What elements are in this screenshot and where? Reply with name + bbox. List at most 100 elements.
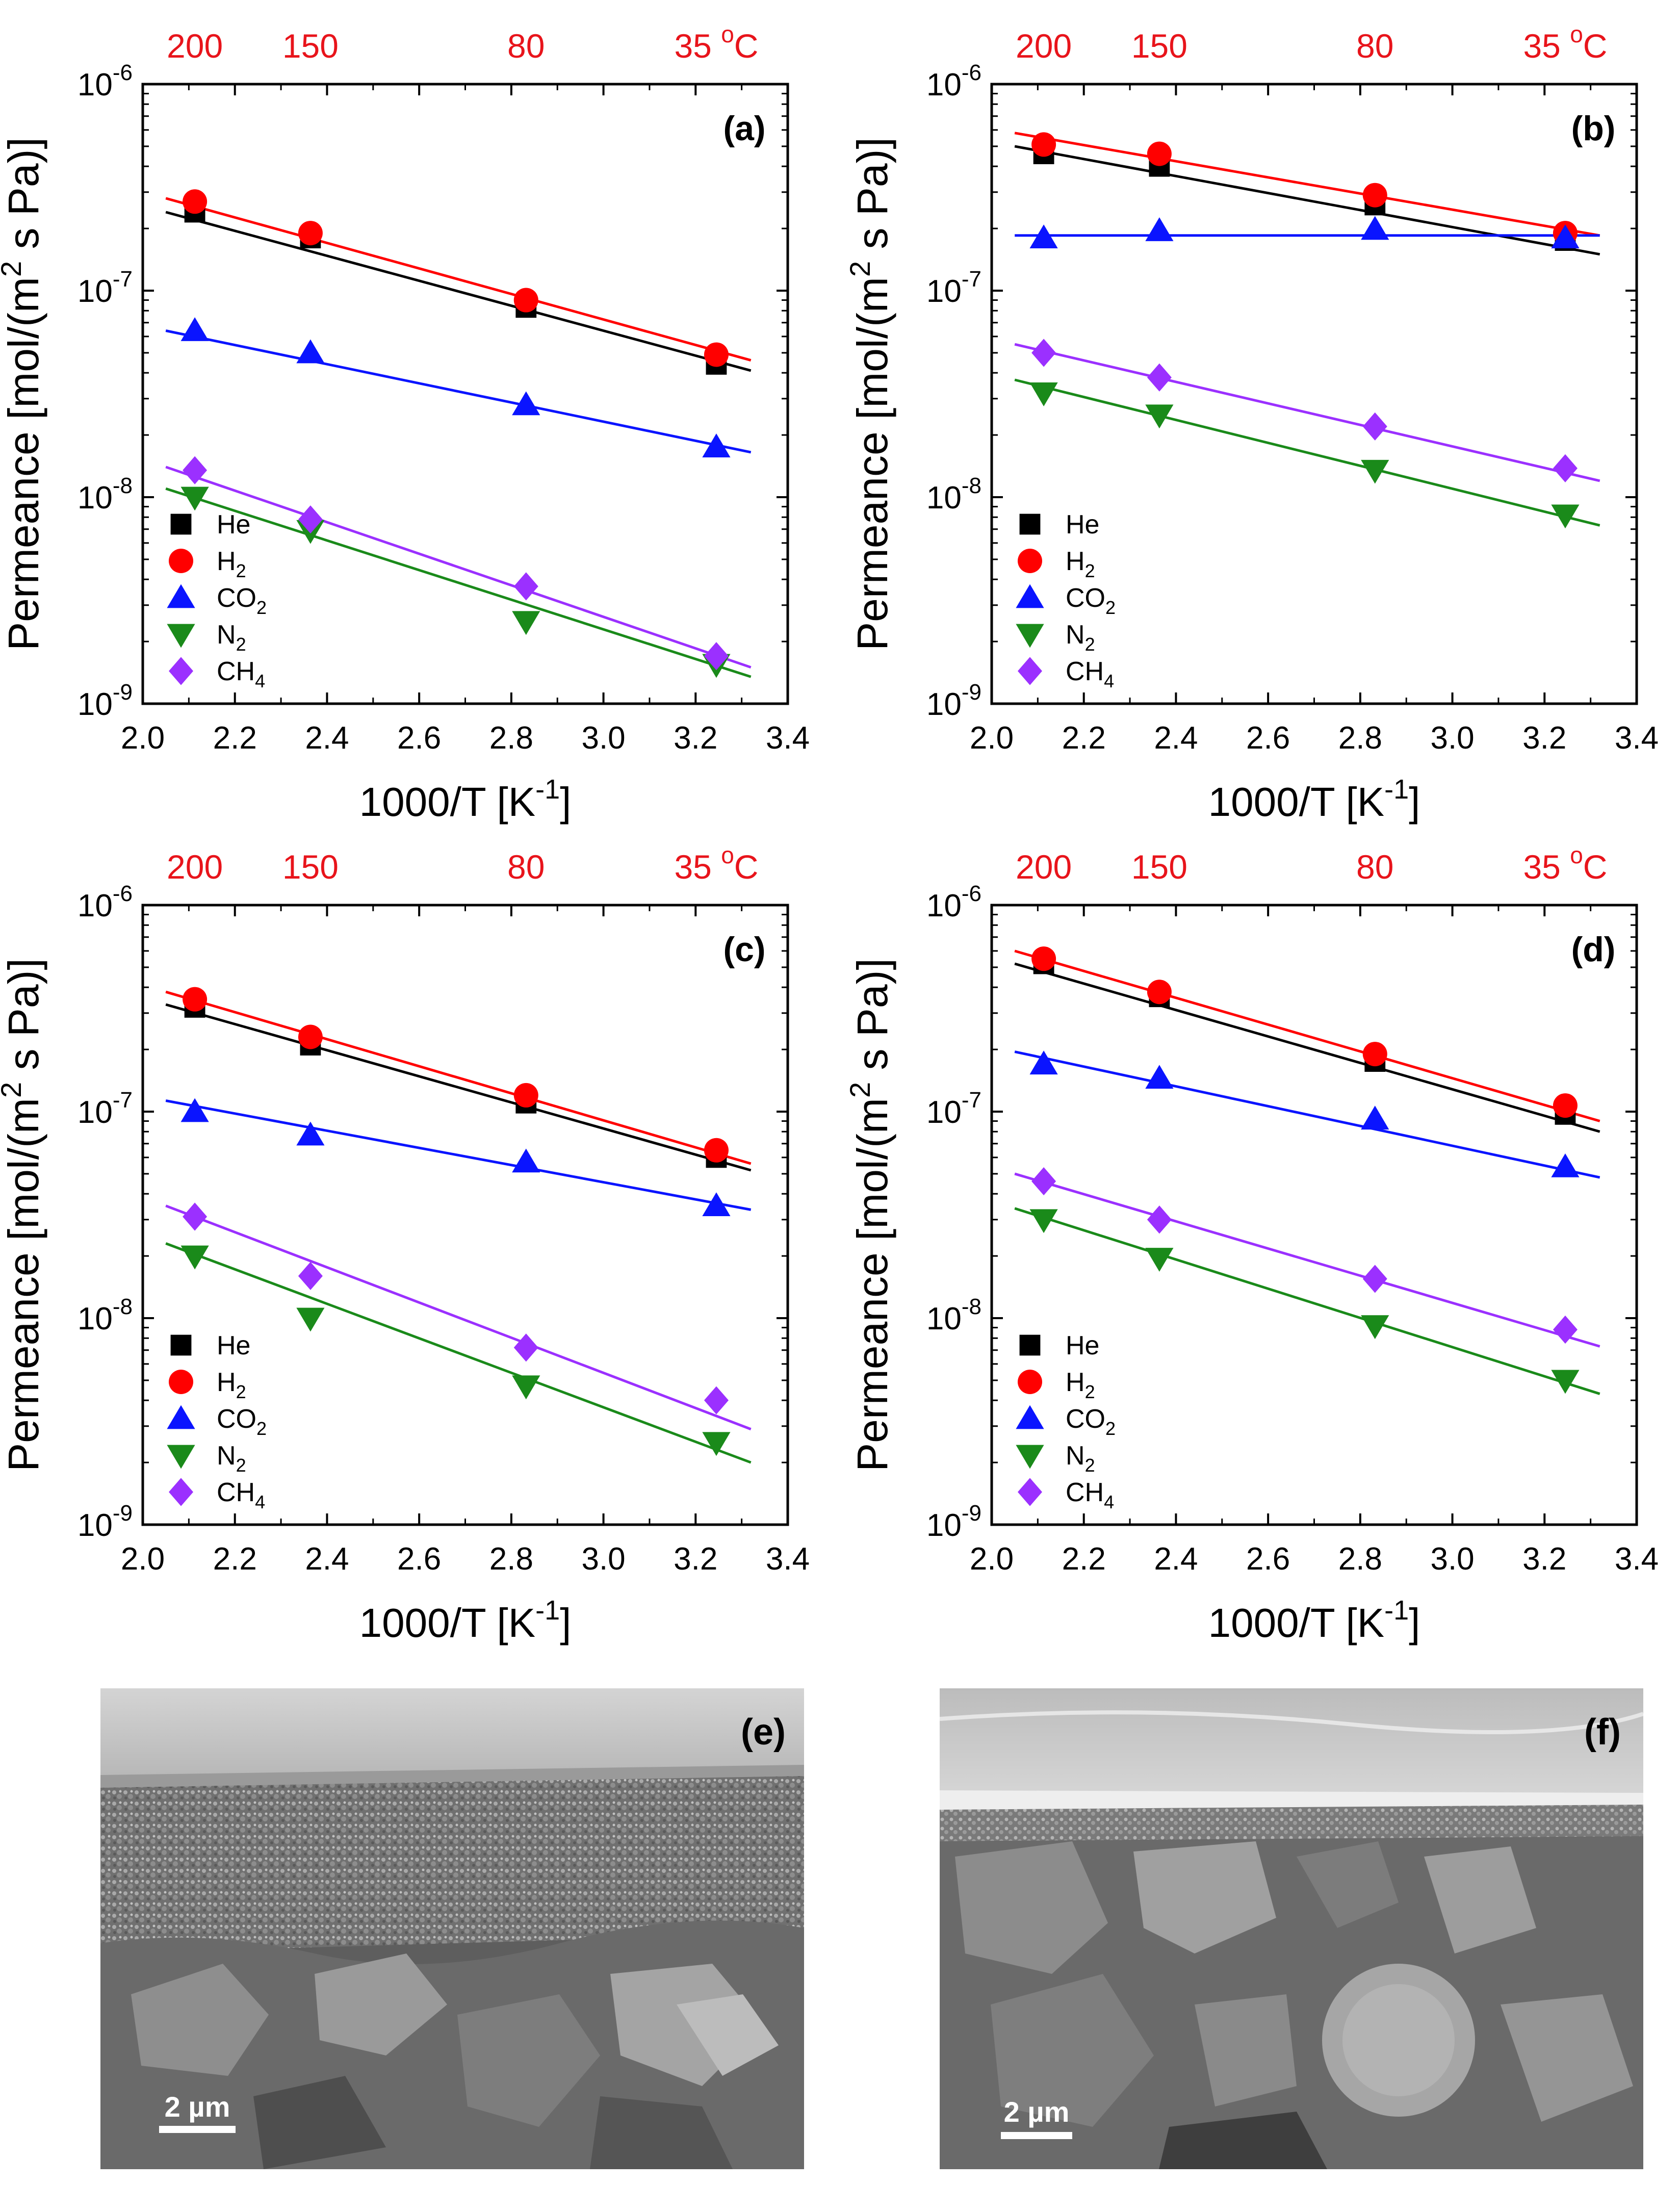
x-tick-label: 3.4: [1615, 1541, 1659, 1577]
data-point-h2: [183, 189, 208, 214]
data-point-co2: [1551, 1153, 1580, 1177]
x-tick-label: 2.8: [489, 1541, 533, 1577]
y-tick-label: 10-8: [926, 473, 981, 516]
data-point-co2: [1145, 1065, 1174, 1089]
top-axis-label: 35 oC: [674, 842, 758, 886]
legend-marker-he: [170, 513, 192, 535]
data-point-n2: [1361, 1315, 1389, 1340]
data-point-h2: [1147, 980, 1172, 1005]
data-point-h2: [1362, 1042, 1387, 1067]
data-point-h2: [298, 1024, 323, 1049]
x-tick-label: 2.0: [121, 721, 165, 756]
legend-label-ch4: CH4: [217, 657, 265, 691]
y-tick-label: 10-7: [926, 267, 981, 309]
data-point-ch4: [298, 505, 323, 534]
top-axis-label: 150: [1131, 27, 1187, 65]
legend-marker-n2: [1016, 624, 1044, 648]
top-axis-label: 80: [507, 27, 545, 65]
legend-label-h2: H2: [1066, 547, 1095, 581]
x-tick-label: 2.6: [1246, 721, 1290, 756]
fit-line-ch4: [1014, 1172, 1600, 1348]
data-point-ch4: [513, 1333, 538, 1362]
data-point-h2: [1362, 183, 1387, 208]
data-point-ch4: [1147, 363, 1172, 392]
x-tick-label: 2.0: [970, 1541, 1014, 1577]
legend-marker-n2: [1016, 1445, 1044, 1469]
y-axis-title: Permeance [mol/(m2 s Pa)]: [844, 958, 896, 1472]
data-point-co2: [1029, 224, 1058, 249]
legend-marker-co2: [167, 584, 195, 608]
panel-label-f: (f): [1584, 1712, 1621, 1753]
y-tick-label: 10-7: [926, 1088, 981, 1130]
legend-marker-h2: [169, 1370, 193, 1394]
x-tick-label: 2.2: [213, 721, 257, 756]
panel-label: (b): [1571, 109, 1616, 148]
fit-line-h2: [165, 990, 752, 1165]
data-point-n2: [1029, 382, 1058, 406]
x-axis-title: 1000/T [K-1]: [359, 1595, 572, 1646]
data-point-co2: [296, 1121, 325, 1146]
legend-label-n2: N2: [1066, 1441, 1095, 1476]
fit-line-n2: [165, 1242, 752, 1464]
sem-image-f: 2 µm (f): [940, 1688, 1643, 2169]
data-point-ch4: [704, 1386, 729, 1415]
fit-line-ch4: [165, 1204, 752, 1431]
chart-panel-d: 2.0 2.2 2.4 2.6 2.8 3.0 3.2 3.4 10-9 10-8 10-7 10-6…: [844, 842, 1659, 1646]
panel-label-e: (e): [741, 1712, 786, 1753]
scalebar-label-f: 2 µm: [1004, 2096, 1070, 2128]
legend-marker-h2: [1018, 1370, 1042, 1394]
data-point-n2: [1551, 1370, 1580, 1394]
x-tick-label: 2.6: [1246, 1541, 1290, 1577]
top-axis-label: 35 oC: [1523, 842, 1607, 886]
x-tick-label: 2.4: [305, 1541, 349, 1577]
data-point-n2: [1551, 504, 1580, 529]
legend-marker-h2: [169, 549, 193, 573]
fit-line-he: [165, 211, 752, 372]
legend-marker-n2: [167, 1445, 195, 1469]
x-tick-label: 2.0: [121, 1541, 165, 1577]
fit-line-co2: [1014, 1050, 1600, 1179]
data-point-n2: [1029, 1209, 1058, 1233]
x-tick-label: 2.2: [1062, 1541, 1106, 1577]
top-axis-label: 150: [282, 848, 339, 886]
data-point-n2: [180, 486, 209, 511]
legend-marker-co2: [1016, 1405, 1044, 1429]
data-point-co2: [702, 1192, 731, 1217]
data-point-ch4: [704, 642, 729, 671]
top-axis-label: 150: [282, 27, 339, 65]
data-point-n2: [1145, 404, 1174, 429]
legend-marker-ch4: [169, 1478, 193, 1506]
x-axis-title: 1000/T [K-1]: [1208, 1595, 1420, 1646]
legend-label-co2: CO2: [217, 583, 267, 618]
top-axis-label: 200: [167, 848, 223, 886]
x-tick-label: 2.8: [489, 721, 533, 756]
y-axis-title: Permeance [mol/(m2 s Pa)]: [844, 137, 896, 651]
data-point-co2: [512, 391, 540, 416]
legend-label-co2: CO2: [1066, 1404, 1116, 1439]
legend-label-ch4: CH4: [217, 1478, 265, 1512]
data-point-ch4: [298, 1262, 323, 1290]
top-axis-label: 35 oC: [674, 21, 758, 65]
y-tick-label: 10-6: [77, 881, 133, 923]
top-axis-label: 200: [1016, 27, 1072, 65]
legend-label-n2: N2: [217, 1441, 246, 1476]
x-tick-label: 2.4: [1154, 1541, 1198, 1577]
y-tick-label: 10-7: [77, 267, 133, 309]
data-point-ch4: [1031, 1167, 1056, 1196]
legend-marker-h2: [1018, 549, 1042, 573]
panel-label: (a): [723, 109, 765, 148]
data-point-co2: [1145, 217, 1174, 241]
data-point-co2: [1361, 216, 1389, 240]
x-tick-label: 2.6: [397, 721, 441, 756]
panel-label: (c): [723, 930, 765, 969]
top-axis-label: 200: [167, 27, 223, 65]
x-tick-label: 3.0: [581, 721, 625, 756]
x-tick-label: 2.6: [397, 1541, 441, 1577]
fit-line-he: [1014, 962, 1600, 1133]
chart-panel-a: 2.0 2.2 2.4 2.6 2.8 3.0 3.2 3.4 10-9 10-8 10-7 10-6…: [0, 21, 810, 825]
data-point-h2: [1031, 132, 1056, 157]
fit-line-ch4: [165, 466, 752, 669]
data-point-h2: [298, 221, 323, 246]
data-point-ch4: [1553, 1315, 1578, 1344]
x-tick-label: 3.2: [674, 1541, 717, 1577]
